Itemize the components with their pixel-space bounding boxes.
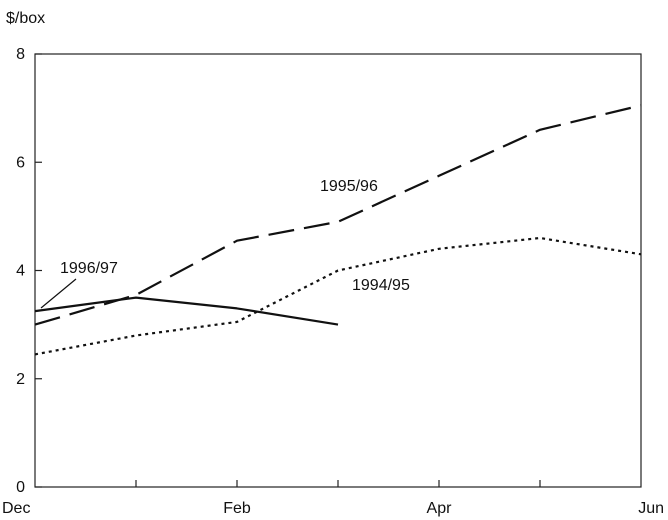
- series-label-group: 1994/95 1995/96 1996/97: [40, 178, 410, 309]
- x-tick-label: Jun: [638, 500, 664, 517]
- y-tick-label: 6: [16, 154, 25, 171]
- series-group: [34, 104, 642, 356]
- series-label-1995-96: 1995/96: [320, 178, 378, 195]
- series-label-1996-97: 1996/97: [60, 260, 118, 277]
- series-label-1994-95: 1994/95: [352, 277, 410, 294]
- series-line-1996-97: [34, 296, 339, 326]
- tick-group: 0 2 4 6 8 Dec Feb Apr Jun: [2, 46, 664, 517]
- x-tick-label: Dec: [2, 500, 30, 517]
- series-line-1994-95: [34, 236, 642, 356]
- y-tick-label: 4: [16, 263, 25, 280]
- x-tick-label: Apr: [427, 500, 453, 517]
- y-tick-label: 2: [16, 371, 25, 388]
- y-axis-unit-label: $/box: [6, 10, 45, 27]
- x-tick-label: Feb: [223, 500, 251, 517]
- y-tick-label: 0: [16, 479, 25, 496]
- series-label-leader-1996-97: [40, 278, 77, 309]
- y-tick-label: 8: [16, 46, 25, 63]
- series-line-1995-96: [34, 104, 642, 326]
